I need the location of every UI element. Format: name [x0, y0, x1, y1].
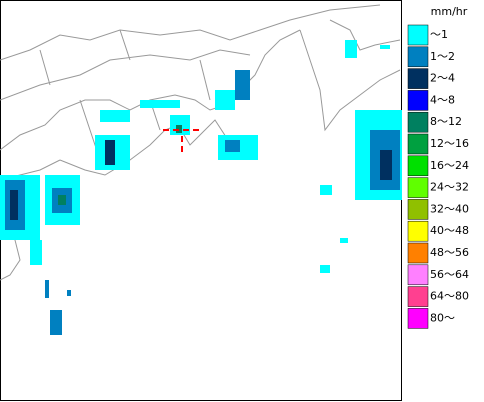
legend-swatch — [407, 24, 429, 46]
legend-label: 8～12 — [430, 115, 462, 128]
legend-label: ～1 — [430, 28, 448, 41]
legend-swatch — [407, 286, 429, 307]
map — [0, 0, 402, 401]
legend-swatch — [407, 111, 429, 133]
legend-swatch — [407, 90, 429, 111]
legend-label: 64～80 — [430, 290, 469, 303]
coastlines — [0, 4, 401, 281]
legend-label: 80～ — [430, 311, 455, 324]
legend-label: 1～2 — [430, 50, 455, 63]
legend-label: 16～24 — [430, 159, 469, 172]
legend-label: 2～4 — [430, 72, 455, 85]
legend-swatch — [407, 242, 429, 264]
legend-label: 40～48 — [430, 224, 469, 237]
legend-swatch — [407, 199, 429, 220]
legend-swatch — [407, 155, 429, 177]
radar-echoes — [0, 40, 402, 335]
legend-label: 4～8 — [430, 93, 455, 106]
legend-swatch — [407, 68, 429, 89]
legend-swatch — [407, 264, 429, 286]
legend-label: 12～16 — [430, 137, 469, 150]
legend-label: 24～32 — [430, 181, 469, 194]
target-marker — [163, 129, 200, 152]
legend-label: 48～56 — [430, 246, 469, 259]
legend-swatch — [407, 133, 429, 155]
legend-swatch — [407, 220, 429, 242]
legend-swatch — [407, 308, 429, 329]
legend-swatch — [407, 177, 429, 198]
legend-swatch — [407, 46, 429, 68]
legend: mm/hr ～1 1～2 2～4 4～8 8～12 12～16 16～24 24～32 32～4… — [407, 5, 469, 329]
legend-label: 56～64 — [430, 268, 469, 281]
legend-unit: mm/hr — [431, 5, 468, 18]
legend-label: 32～40 — [430, 202, 469, 215]
